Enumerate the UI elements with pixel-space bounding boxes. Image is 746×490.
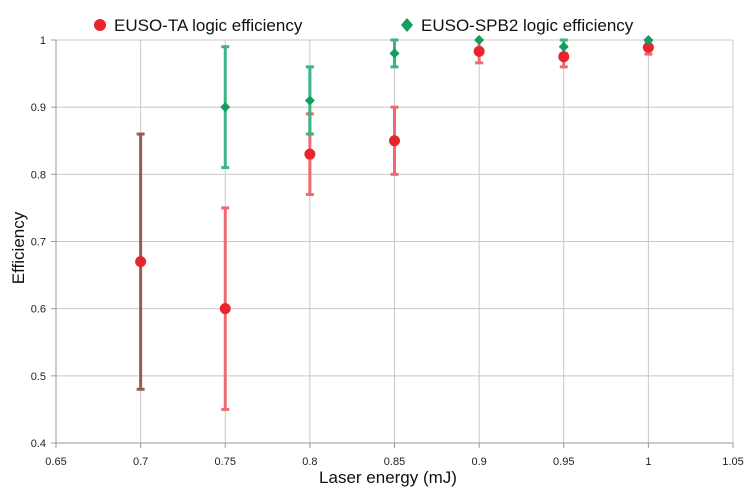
x-tick-label: 1.05: [722, 456, 743, 468]
legend-marker-euso-spb2: [401, 18, 413, 32]
x-tick-label: 0.95: [553, 456, 574, 468]
legend-marker-euso-ta: [94, 19, 106, 31]
series-markers-euso-ta: [135, 41, 654, 315]
data-point: [474, 35, 485, 45]
data-point: [304, 95, 315, 106]
x-tick-label: 0.65: [45, 456, 66, 468]
y-tick-label: 1: [40, 35, 46, 47]
axes: [51, 39, 734, 448]
x-tick-label: 1: [645, 456, 651, 468]
y-tick-label: 0.6: [31, 304, 46, 316]
x-tick-label: 0.7: [133, 456, 148, 468]
data-series: [135, 35, 654, 411]
data-point: [304, 148, 316, 160]
x-tick-label: 0.75: [215, 456, 236, 468]
data-point: [643, 35, 654, 45]
series-markers-euso-spb2: [220, 35, 654, 113]
x-tick-label: 0.8: [302, 456, 317, 468]
y-tick-labels: 0.4 0.5 0.6 0.7 0.8 0.9 1: [31, 35, 46, 450]
x-tick-labels: 0.65 0.7 0.75 0.8 0.85 0.9 0.95 1 1.05: [45, 456, 743, 468]
data-point: [473, 45, 485, 57]
data-point: [389, 135, 400, 147]
grid: [56, 39, 734, 444]
legend-label-euso-ta: EUSO-TA logic efficiency: [114, 16, 303, 35]
legend-label-euso-spb2: EUSO-SPB2 logic efficiency: [421, 16, 634, 35]
data-point: [135, 256, 147, 268]
data-point: [642, 41, 654, 53]
x-tick-label: 0.85: [384, 456, 405, 468]
y-tick-label: 0.5: [31, 371, 46, 383]
y-tick-label: 0.4: [31, 438, 46, 450]
y-axis-title: Efficiency: [9, 211, 28, 284]
y-tick-label: 0.8: [31, 169, 46, 181]
legend-item-euso-spb2: EUSO-SPB2 logic efficiency: [401, 16, 634, 35]
legend-item-euso-ta: EUSO-TA logic efficiency: [94, 16, 303, 35]
legend: EUSO-TA logic efficiency EUSO-SPB2 logic…: [94, 16, 634, 35]
y-tick-label: 0.9: [31, 102, 46, 114]
data-point: [220, 102, 231, 113]
data-point: [389, 48, 400, 59]
x-axis-title: Laser energy (mJ): [319, 468, 457, 487]
data-point: [558, 41, 569, 52]
data-point: [219, 303, 231, 315]
y-tick-label: 0.7: [31, 237, 46, 249]
data-point: [558, 51, 570, 63]
x-tick-label: 0.9: [471, 456, 486, 468]
